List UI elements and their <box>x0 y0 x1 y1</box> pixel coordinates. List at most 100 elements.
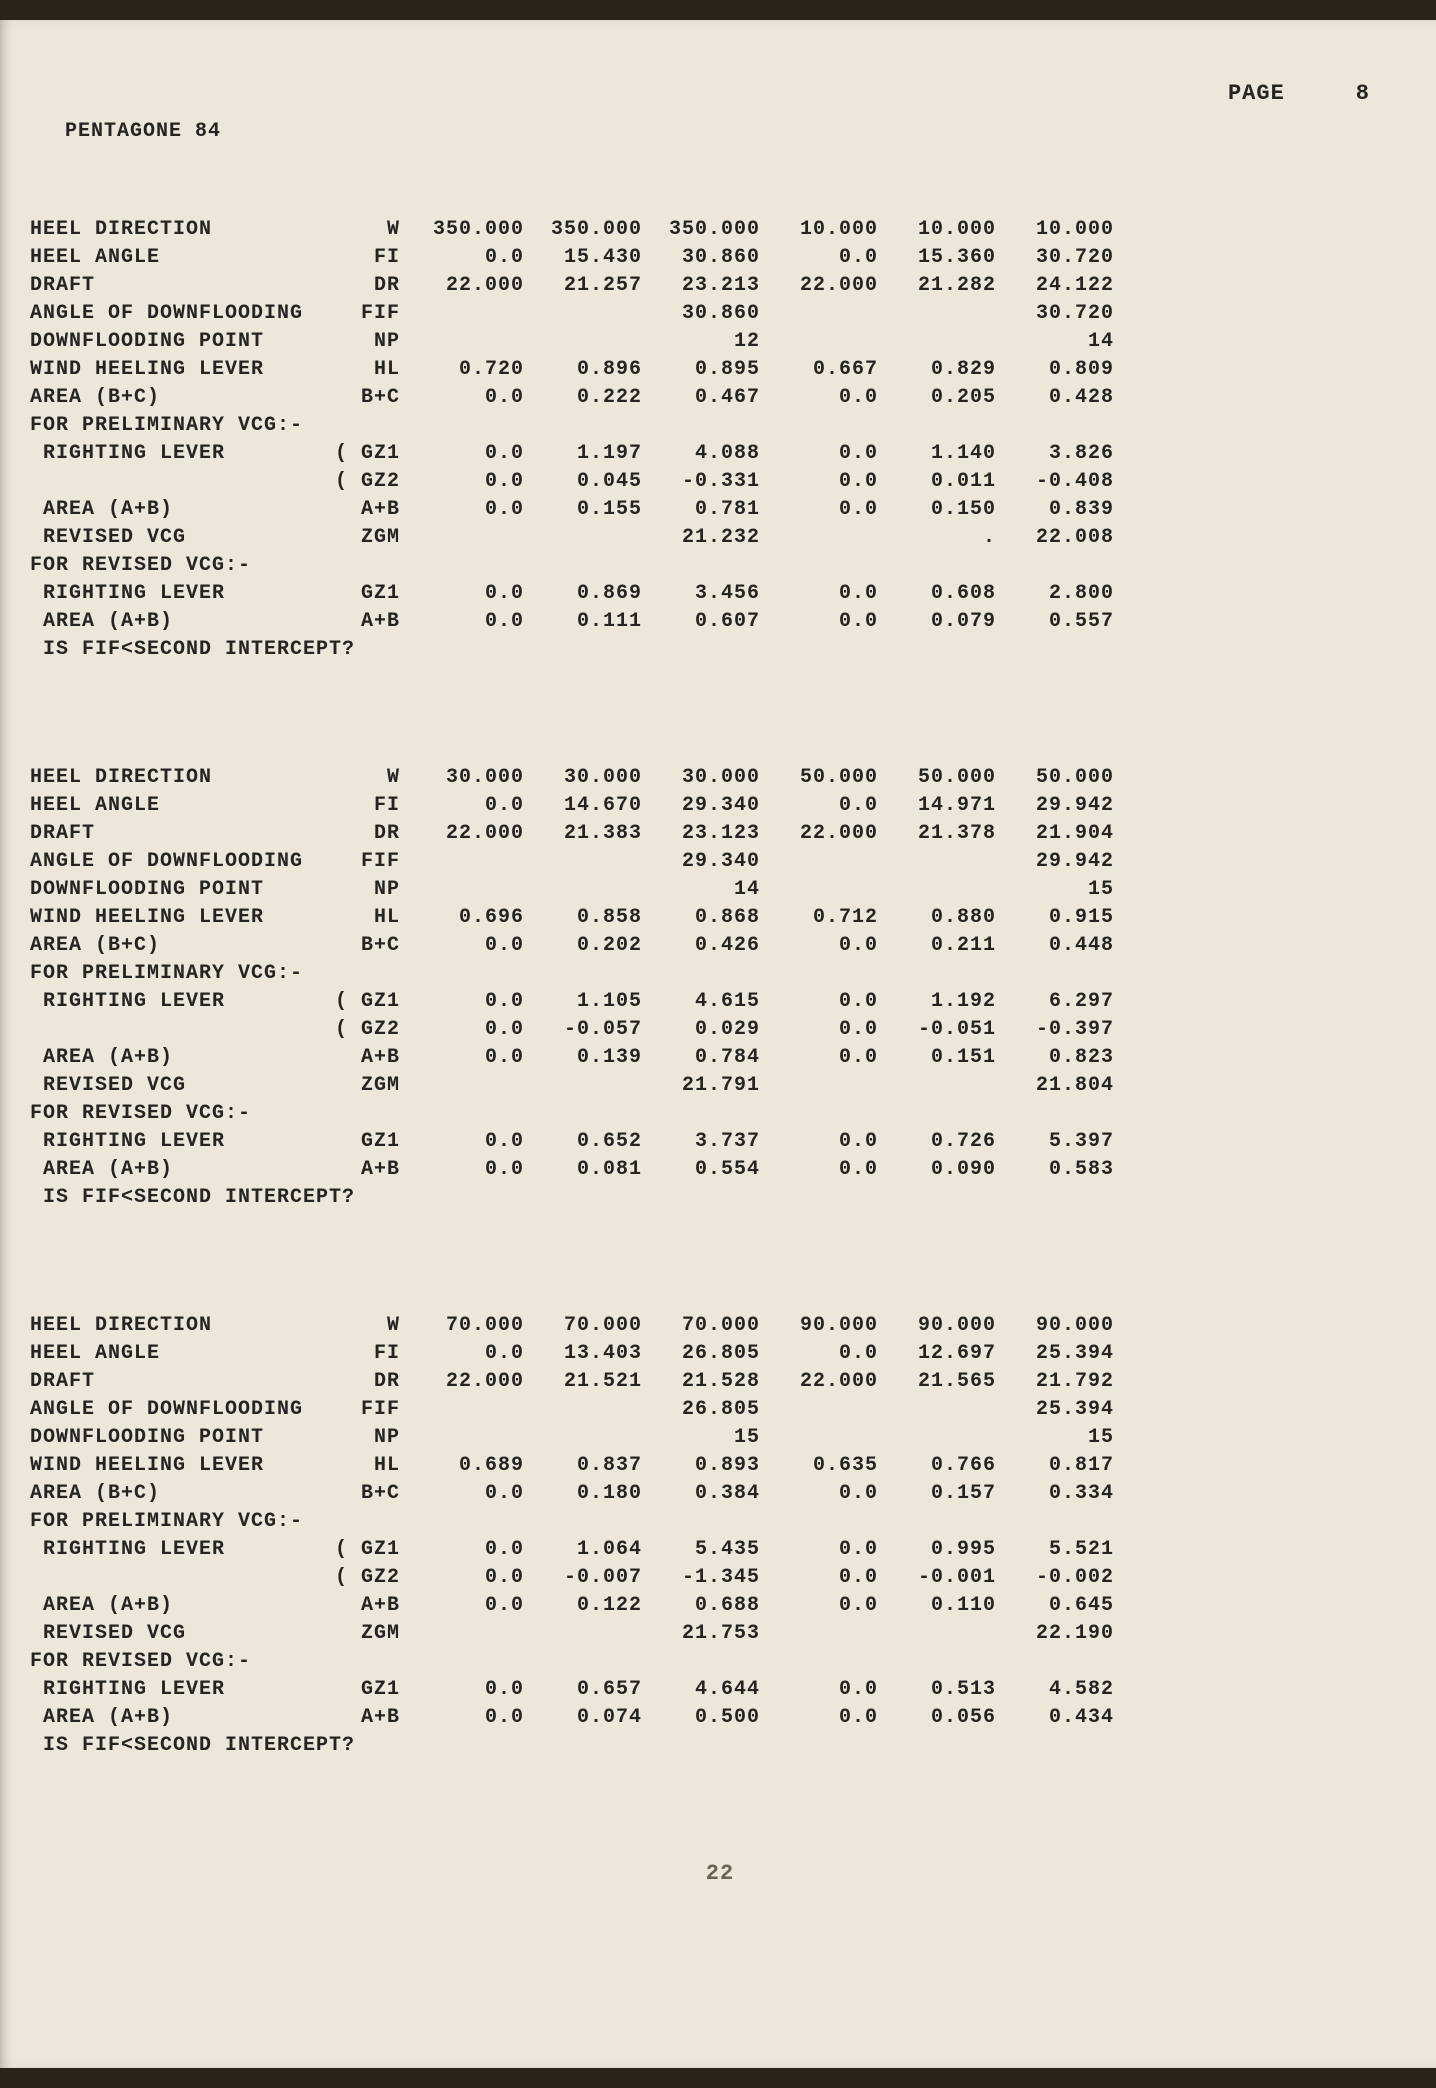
value-cell: 0.657 <box>524 1676 642 1704</box>
value-cell <box>760 1396 878 1424</box>
value-cell <box>406 1100 524 1128</box>
value-cell: 0.726 <box>878 1128 996 1156</box>
data-block: HEEL DIRECTIONW30.00030.00030.00050.0005… <box>30 764 1410 1212</box>
value-cell: 1.064 <box>524 1536 642 1564</box>
value-cell: 0.011 <box>878 468 996 496</box>
value-cell: 30.720 <box>996 244 1114 272</box>
value-cell <box>878 1100 996 1128</box>
row-label: RIGHTING LEVER <box>30 1676 330 1704</box>
value-cell: 0.0 <box>406 1676 524 1704</box>
row-label: IS FIF<SECOND INTERCEPT? <box>30 636 330 664</box>
value-cell: 30.860 <box>642 244 760 272</box>
row-symbol: DR <box>330 1368 406 1396</box>
value-cell: 0.868 <box>642 904 760 932</box>
data-block: HEEL DIRECTIONW350.000350.000350.00010.0… <box>30 216 1410 664</box>
value-cell: 29.942 <box>996 792 1114 820</box>
value-cell: 0.837 <box>524 1452 642 1480</box>
document-title: PENTAGONE 84 <box>30 118 1410 146</box>
row-label: FOR PRELIMINARY VCG:- <box>30 1508 330 1536</box>
row-symbol: B+C <box>330 932 406 960</box>
table-row: AREA (B+C)B+C0.00.1800.3840.00.1570.334 <box>30 1480 1410 1508</box>
table-row: REVISED VCGZGM21.79121.804 <box>30 1072 1410 1100</box>
value-cell: -0.002 <box>996 1564 1114 1592</box>
value-cell <box>524 300 642 328</box>
value-cell: 4.582 <box>996 1676 1114 1704</box>
value-cell <box>996 1648 1114 1676</box>
value-cell: 5.397 <box>996 1128 1114 1156</box>
value-cell: 12 <box>642 328 760 356</box>
value-cell: 22.008 <box>996 524 1114 552</box>
value-cell: 22.000 <box>406 1368 524 1396</box>
row-label: RIGHTING LEVER <box>30 1536 330 1564</box>
value-cell: 0.608 <box>878 580 996 608</box>
value-cell: 15.360 <box>878 244 996 272</box>
value-cell: 0.720 <box>406 356 524 384</box>
value-cell: 0.635 <box>760 1452 878 1480</box>
value-cell <box>524 1732 642 1760</box>
table-row: AREA (A+B)A+B0.00.1550.7810.00.1500.839 <box>30 496 1410 524</box>
value-cell: 0.180 <box>524 1480 642 1508</box>
value-cell: 21.232 <box>642 524 760 552</box>
row-label: REVISED VCG <box>30 1072 330 1100</box>
value-cell <box>642 1648 760 1676</box>
value-cell <box>524 1184 642 1212</box>
value-cell: 0.0 <box>760 932 878 960</box>
value-cell <box>878 1072 996 1100</box>
value-cell <box>406 300 524 328</box>
value-cell: 0.384 <box>642 1480 760 1508</box>
value-cell: 5.521 <box>996 1536 1114 1564</box>
value-cell: 1.140 <box>878 440 996 468</box>
value-cell: 0.0 <box>760 1016 878 1044</box>
value-cell: 0.809 <box>996 356 1114 384</box>
row-symbol <box>330 960 406 988</box>
row-symbol: HL <box>330 356 406 384</box>
value-cell: 0.0 <box>406 608 524 636</box>
row-symbol <box>330 412 406 440</box>
value-cell: 14 <box>996 328 1114 356</box>
value-cell: 1.192 <box>878 988 996 1016</box>
value-cell: 0.157 <box>878 1480 996 1508</box>
value-cell <box>524 552 642 580</box>
value-cell: 4.644 <box>642 1676 760 1704</box>
row-label: FOR PRELIMINARY VCG:- <box>30 412 330 440</box>
value-cell <box>524 848 642 876</box>
value-cell <box>406 1732 524 1760</box>
value-cell <box>524 524 642 552</box>
value-cell <box>406 1396 524 1424</box>
value-cell: 0.880 <box>878 904 996 932</box>
row-label <box>30 1016 330 1044</box>
value-cell: 0.0 <box>760 1676 878 1704</box>
value-cell: 14 <box>642 876 760 904</box>
value-cell <box>406 1648 524 1676</box>
value-cell: 0.0 <box>406 988 524 1016</box>
value-cell: 3.737 <box>642 1128 760 1156</box>
data-block: HEEL DIRECTIONW70.00070.00070.00090.0009… <box>30 1312 1410 1760</box>
row-label: AREA (B+C) <box>30 932 330 960</box>
value-cell <box>406 552 524 580</box>
value-cell <box>406 1424 524 1452</box>
value-cell <box>524 328 642 356</box>
value-cell: 21.565 <box>878 1368 996 1396</box>
table-row: FOR REVISED VCG:- <box>30 1100 1410 1128</box>
value-cell <box>760 1424 878 1452</box>
value-cell: 0.500 <box>642 1704 760 1732</box>
row-label: FOR PRELIMINARY VCG:- <box>30 960 330 988</box>
value-cell: 26.805 <box>642 1396 760 1424</box>
value-cell <box>760 1100 878 1128</box>
value-cell: 0.467 <box>642 384 760 412</box>
value-cell: 0.858 <box>524 904 642 932</box>
value-cell <box>878 328 996 356</box>
row-symbol: NP <box>330 328 406 356</box>
value-cell: 0.111 <box>524 608 642 636</box>
row-label: DRAFT <box>30 272 330 300</box>
value-cell: 21.528 <box>642 1368 760 1396</box>
table-row: RIGHTING LEVERGZ10.00.6523.7370.00.7265.… <box>30 1128 1410 1156</box>
value-cell: 50.000 <box>878 764 996 792</box>
value-cell: 29.340 <box>642 848 760 876</box>
value-cell <box>760 1648 878 1676</box>
value-cell: 0.0 <box>406 1564 524 1592</box>
value-cell: 0.0 <box>406 1704 524 1732</box>
row-symbol: HL <box>330 904 406 932</box>
value-cell <box>760 960 878 988</box>
row-symbol: FIF <box>330 848 406 876</box>
